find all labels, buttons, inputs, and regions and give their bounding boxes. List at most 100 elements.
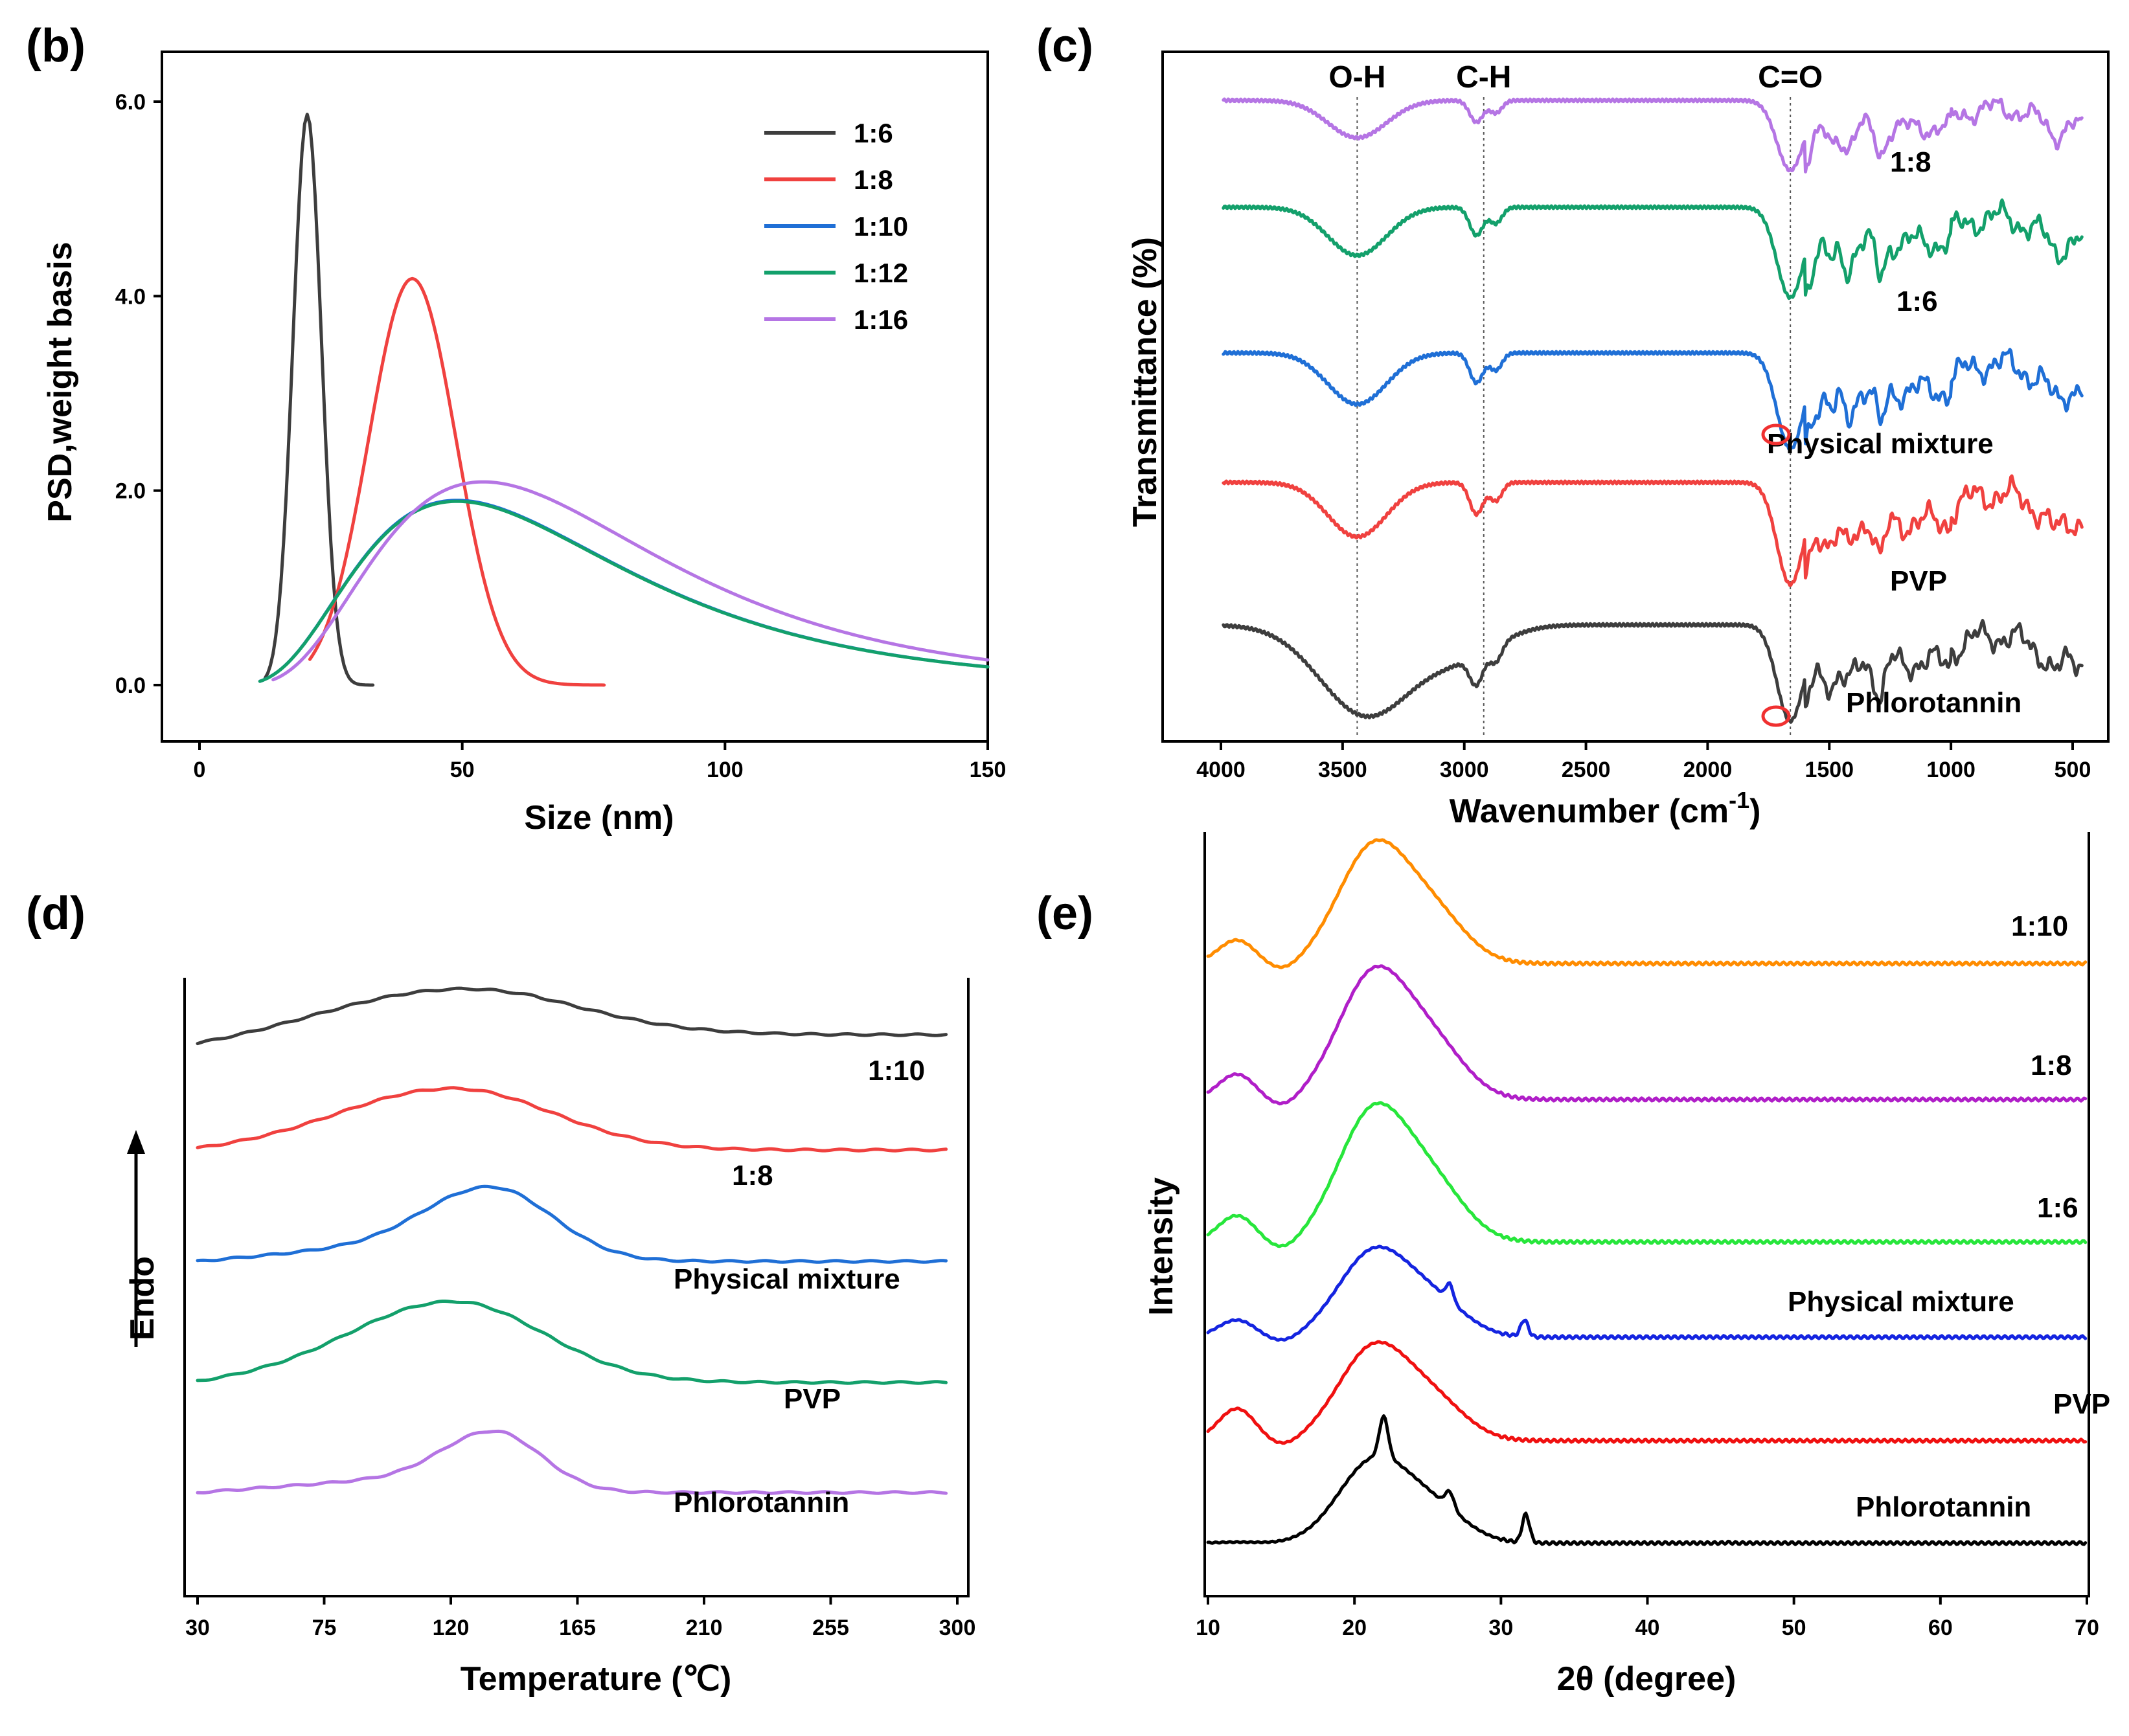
panel-c-x-tick-label: 4000 [1196,758,1246,782]
panel-d-series-1 [196,1086,948,1153]
panel-c-series-0 [1222,97,2084,174]
panel-e-x-ticks: 10 20 30 40 50 60 70 [1196,1596,2099,1640]
panel-e-series-4 [1206,1340,2088,1445]
panel-d-x-ticks: 30 75 120 165 210 255 300 [185,1596,975,1640]
panel-b-x-tick-label: 0 [194,758,206,782]
panel-c-y-axis-label: Transmittance (%) [1126,237,1164,527]
panel-d-series-labels: 1:10 1:8 Physical mixture PVP Phlorotannin [674,1055,925,1518]
panel-d-x-tick-label: 255 [812,1616,849,1640]
panel-b-y-tick-label: 0.0 [115,673,146,698]
panel-b-y-ticks: 0.0 2.0 4.0 6.0 [115,90,162,698]
panel-c-x-tick-label: 3000 [1440,758,1489,782]
panel-c-x-ticks: 4000 3500 3000 2500 2000 1500 1000 500 [1196,741,2091,782]
panel-b-curves [258,113,990,687]
panel-c-x-tick-label: 1500 [1805,758,1854,782]
panel-d-series-3 [196,1300,948,1385]
panel-c-x-axis-label: Wavenumber (cm-1) [1450,787,1761,830]
panel-e: (e) 10 20 30 40 50 60 70 1:10 1:8 1:6 Physical mi… [1036,832,2110,1698]
panel-d-series-label: 1:8 [732,1160,773,1191]
panel-b-y-tick-label: 4.0 [115,284,146,309]
panel-e-series-label: Phlorotannin [1856,1491,2031,1523]
panel-c-plot-frame [1161,51,2110,743]
panel-b-legend-label: 1:12 [854,258,908,288]
panel-c-series-label: Physical mixture [1767,428,1994,460]
panel-c-x-axis-label-main: Wavenumber (cm [1450,793,1729,830]
panel-b-x-tick-label: 150 [970,758,1007,782]
panel-d-endo-arrowhead [127,1130,145,1154]
panel-b-series-1-12 [258,499,990,683]
panel-c-x-tick-label: 2500 [1562,758,1611,782]
panel-d-x-tick-label: 120 [433,1616,470,1640]
panel-d-series-4 [196,1429,948,1495]
panel-c-annotation-circle [1761,423,1791,445]
panel-e-plot-frame [1203,832,2090,1597]
panel-e-series-label: 1:8 [2031,1050,2072,1081]
panel-c-series-label: PVP [1890,565,1947,597]
panel-e-letter: (e) [1036,888,1093,940]
panel-d: (d) 30 75 120 165 210 255 300 1:10 1:8 Physical … [26,888,975,1698]
panel-d-x-tick-label: 210 [686,1616,723,1640]
panel-b-legend-label: 1:10 [854,211,908,242]
panel-d-x-tick-label: 165 [559,1616,596,1640]
panel-c-series-2 [1222,348,2084,452]
panel-d-letter: (d) [26,888,85,940]
panel-c-series-3 [1222,474,2084,587]
panel-d-x-tick-label: 300 [939,1616,976,1640]
panel-c-x-tick-label: 1000 [1926,758,1975,782]
panel-c-series-label: 1:8 [1890,146,1931,178]
panel-c-band-label: O-H [1328,60,1385,95]
panel-e-series-3 [1206,1245,2088,1342]
panel-e-x-tick-label: 10 [1196,1616,1220,1640]
panel-c-x-tick-label: 500 [2055,758,2091,782]
panel-e-series-1 [1206,964,2088,1106]
panel-c-letter: (c) [1036,20,1093,72]
panel-e-series-2 [1206,1101,2088,1248]
panel-d-series-label: Phlorotannin [674,1487,849,1518]
panel-c-series-1 [1222,198,2084,300]
panel-b-x-ticks: 0 50 100 150 [194,741,1007,782]
panel-e-x-tick-label: 30 [1488,1616,1513,1640]
panel-d-x-tick-label: 75 [312,1616,337,1640]
panel-c-band-labels: O-H C-H C=O [1328,60,1823,95]
panel-d-x-tick-label: 30 [185,1616,210,1640]
panel-b-letter: (b) [26,20,85,72]
panel-c-x-axis-label-close: ) [1749,793,1760,830]
panel-b-y-tick-label: 6.0 [115,90,146,115]
panel-e-series-label: 1:10 [2011,910,2068,942]
panel-b-plot-frame [161,51,989,743]
panel-e-series-label: PVP [2053,1388,2110,1420]
panel-e-x-tick-label: 50 [1782,1616,1806,1640]
panel-b-y-tick-label: 2.0 [115,479,146,504]
panel-d-series-label: Physical mixture [674,1263,900,1295]
panel-d-series-label: PVP [784,1383,841,1415]
panel-b-series-1-8 [308,276,606,687]
panel-e-curves [1206,838,2088,1546]
panel-c-band-label: C=O [1758,60,1823,95]
panel-c-x-tick-label: 2000 [1683,758,1733,782]
panel-e-series-0 [1206,838,2088,969]
panel-e-y-axis-label: Intensity [1143,1177,1180,1316]
panel-e-x-tick-label: 70 [2075,1616,2099,1640]
panel-b-x-tick-label: 100 [707,758,744,782]
panel-b-x-tick-label: 50 [450,758,475,782]
panel-c-reference-lines [1356,97,1792,738]
panel-c-series-4 [1222,618,2084,724]
panel-c-x-tick-label: 3500 [1318,758,1367,782]
panel-b-legend-label: 1:8 [854,164,893,195]
panel-e-series-label: Physical mixture [1788,1286,2014,1318]
panel-e-x-tick-label: 60 [1928,1616,1953,1640]
panel-e-series-5 [1206,1414,2088,1546]
panel-c-x-axis-label-sup: -1 [1729,787,1749,813]
panel-d-series-2 [196,1184,948,1264]
panel-e-x-axis-label: 2θ (degree) [1557,1660,1736,1698]
panel-b-legend-label: 1:16 [854,304,908,335]
panel-c: (c) 4000 3500 3000 2500 2000 1500 1000 500 O-H C… [1036,20,2110,830]
panel-c-series-labels: 1:8 1:6 Physical mixture PVP Phlorotannin [1767,146,2021,719]
panel-b-series-1-16 [271,480,990,682]
panel-d-x-axis-label: Temperature (℃) [461,1660,732,1698]
panel-b-x-axis-label: Size (nm) [524,799,674,837]
panel-c-annotation-circle [1761,705,1791,727]
panel-c-series-label: 1:6 [1896,286,1938,317]
panel-b-series-1-6 [263,113,375,687]
